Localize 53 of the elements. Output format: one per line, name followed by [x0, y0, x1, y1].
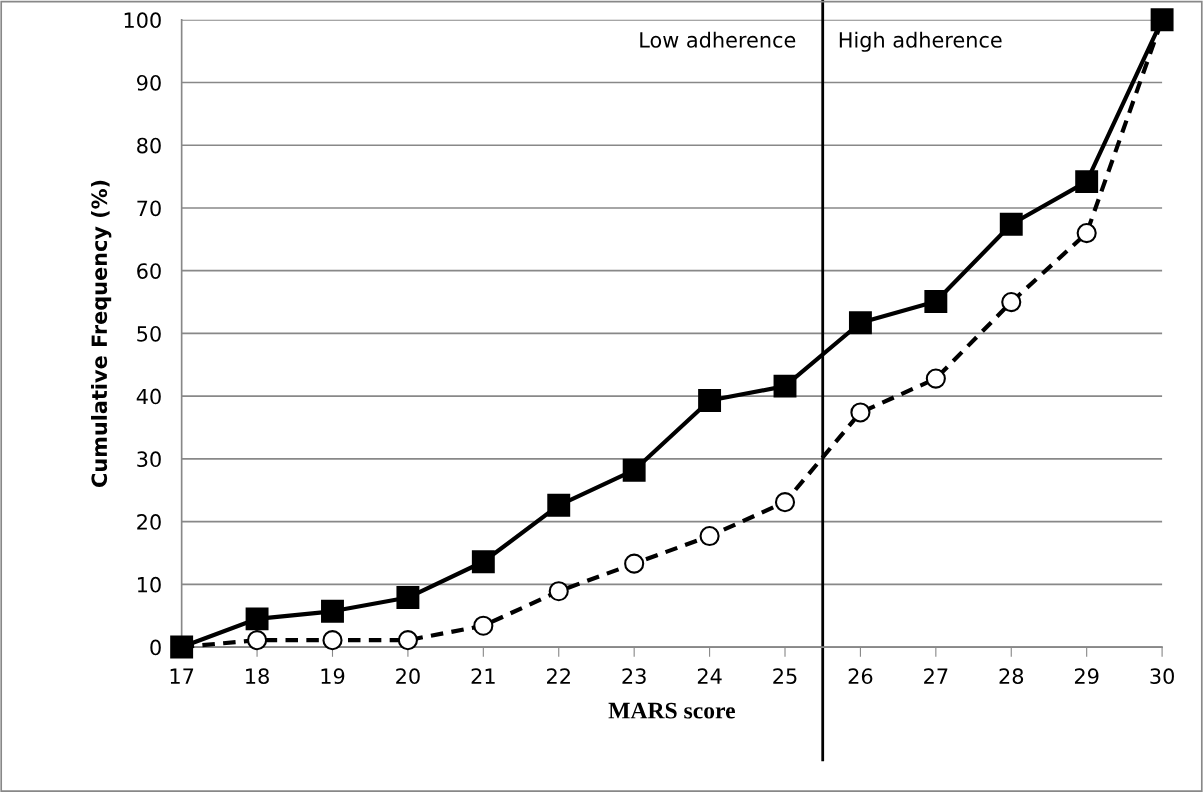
point [397, 630, 418, 651]
point [622, 458, 646, 482]
x-tick-label: 20 [396, 668, 420, 685]
y-tick-label: 70 [137, 200, 161, 217]
y-tick-label: 80 [137, 137, 161, 154]
point [471, 550, 495, 574]
x-tick-label: 30 [1150, 668, 1174, 685]
x-tick-label: 18 [246, 668, 269, 685]
point [473, 615, 494, 636]
y-tick-label: 90 [137, 74, 161, 91]
point [924, 289, 948, 313]
point [1076, 223, 1097, 244]
x-tick-label: 17 [170, 668, 194, 684]
point [624, 553, 645, 574]
annotation: Low adherence [640, 31, 796, 48]
y-tick-label: 20 [137, 514, 161, 530]
y-tick-label: 60 [137, 263, 161, 279]
x-axis-title: MARS score [608, 702, 735, 719]
x-tick-label: 25 [773, 668, 797, 685]
x-tick-label: 27 [924, 668, 948, 684]
x-tick-label: 24 [697, 668, 722, 684]
point [999, 212, 1023, 236]
y-tick-label: 0 [150, 639, 161, 656]
y-axis-title: Cumulative Frequency (%) [91, 180, 112, 487]
point [547, 493, 571, 517]
point [850, 402, 871, 423]
x-tick-label: 21 [471, 668, 495, 684]
point [1001, 292, 1022, 313]
x-tick-label: 29 [1074, 668, 1099, 685]
x-tick-label: 26 [848, 668, 873, 685]
point [396, 586, 420, 609]
x-tick-label: 28 [999, 668, 1024, 685]
point [773, 374, 797, 398]
point [698, 389, 722, 413]
x-tick-label: 22 [547, 668, 570, 684]
y-tick-label: 100 [124, 12, 161, 29]
x-tick-label: 23 [622, 668, 646, 685]
point [699, 525, 720, 547]
point [848, 311, 872, 335]
point [245, 607, 269, 631]
x-tick-label: 19 [321, 668, 345, 685]
y-tick-label: 10 [137, 576, 161, 593]
annotation: High adherence [839, 31, 1002, 52]
y-tick-label: 40 [136, 388, 161, 405]
point [247, 630, 268, 651]
y-tick-label: 50 [137, 325, 161, 342]
point [548, 581, 569, 602]
point [925, 368, 946, 389]
y-tick-label: 30 [137, 451, 161, 468]
point [322, 630, 343, 651]
point [321, 599, 344, 623]
point [1075, 170, 1099, 194]
point [774, 492, 796, 513]
